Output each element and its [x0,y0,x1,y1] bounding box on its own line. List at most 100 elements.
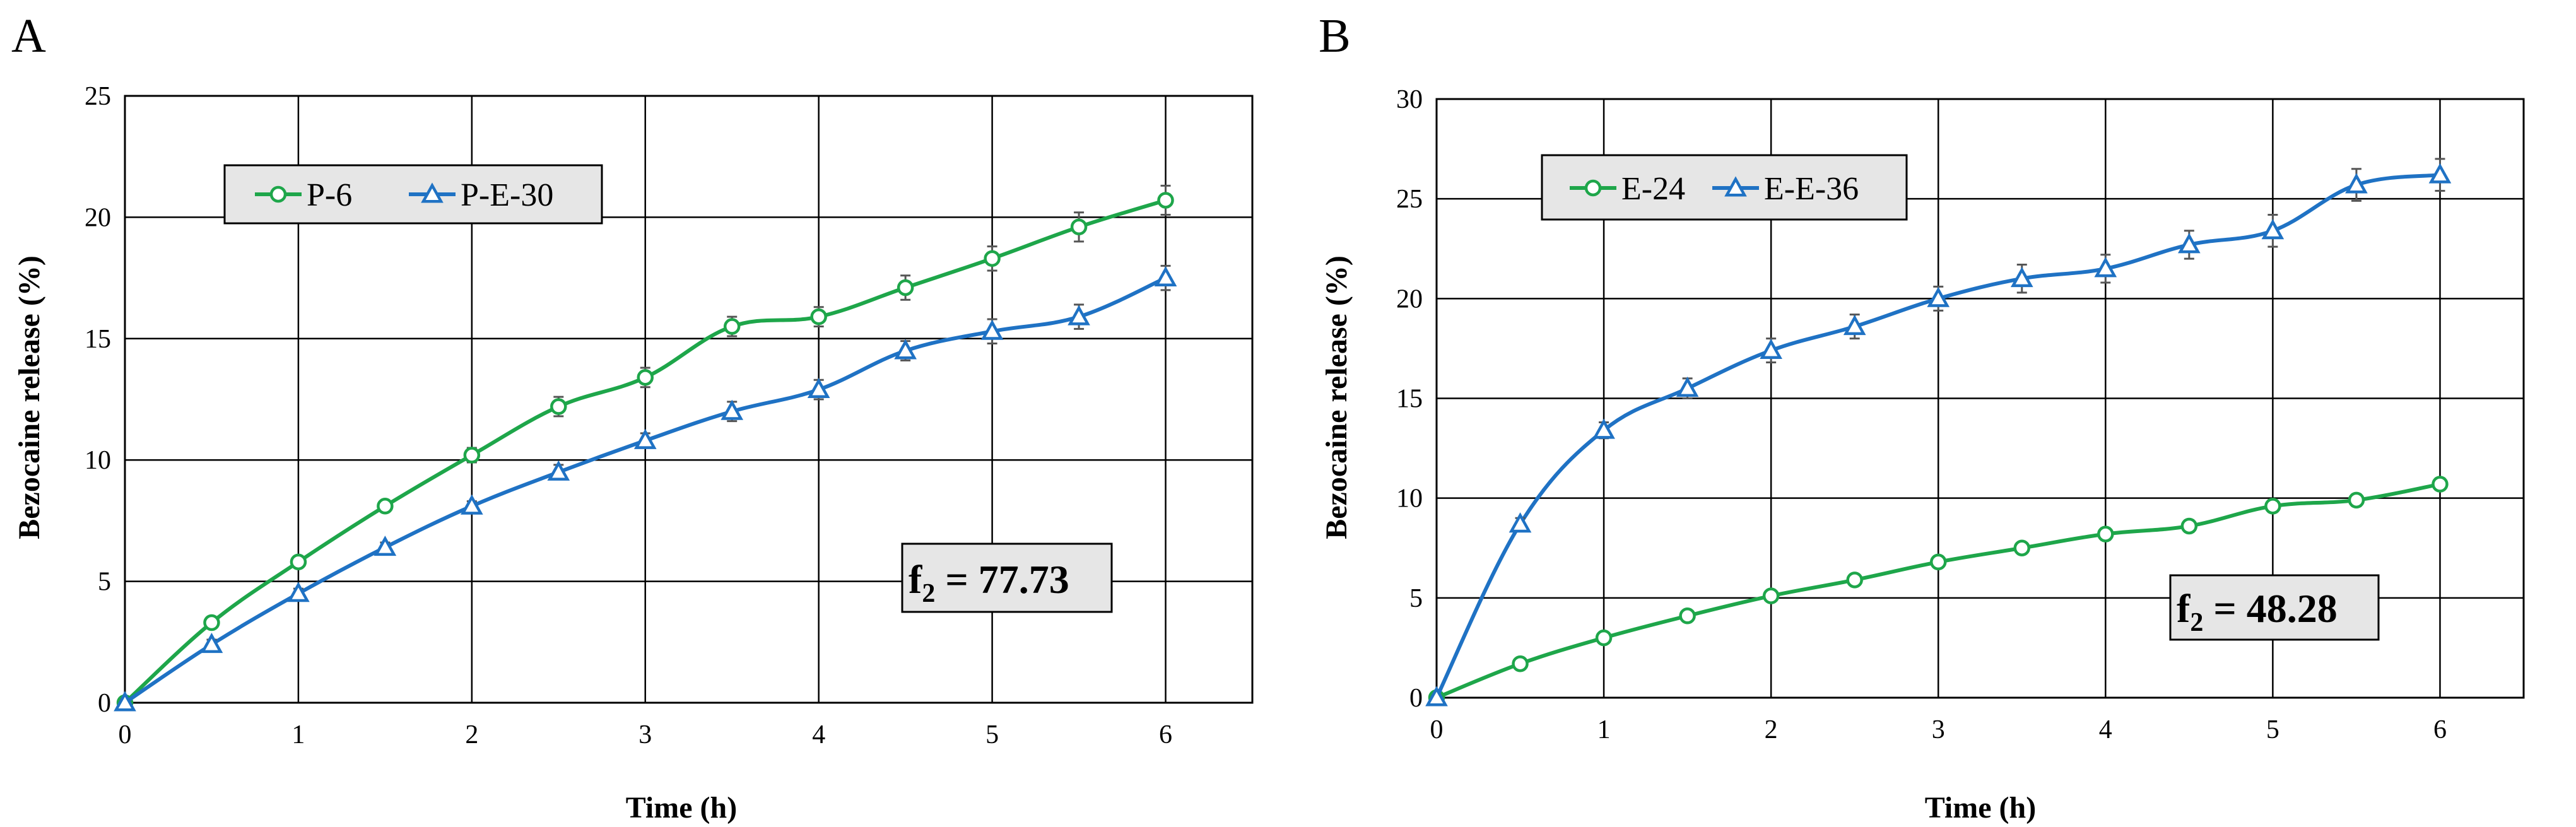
data-point [290,553,307,571]
y-tick-label: 5 [98,568,111,597]
y-tick-label: 10 [85,446,111,475]
data-point [1760,338,1782,360]
legend-label-series-1: E-24 [1621,171,1685,207]
data-point [1595,629,1613,647]
panel-label: B [1319,9,1351,62]
series-2 [1425,158,2452,707]
data-point [1154,266,1177,287]
data-point [2094,257,2117,278]
data-point [637,369,654,386]
x-tick-label: 0 [119,720,132,749]
y-tick-label: 25 [85,82,111,111]
data-point [810,308,827,326]
legend-marker [1724,176,1747,197]
data-point [2428,163,2452,184]
x-tick-label: 5 [2266,715,2279,744]
data-point [1512,655,1529,672]
legend-label-series-2: P-E-30 [461,177,553,213]
data-point [2013,539,2031,556]
legend-marker [421,182,444,203]
legend-marker [1584,179,1602,197]
x-tick-label: 0 [1430,715,1444,744]
annotation-box [901,543,1113,613]
data-point [894,339,917,360]
data-point [373,536,397,556]
data-point [2432,476,2449,493]
data-point [1929,553,1947,571]
legend: P-6 P-E-30 [223,164,603,225]
data-point [1676,377,1699,397]
x-tick-label: 1 [291,720,305,749]
data-point [287,582,310,602]
y-tick-label: 20 [85,203,111,232]
series-2 [114,264,1177,712]
data-point [1762,587,1780,604]
data-point [2180,517,2198,535]
data-point [2178,233,2201,254]
chart-panel-a: A 0 5 10 15 20 25 0 1 2 3 4 5 6 Time (h) Bezocaine r… [11,9,1254,824]
data-point [2348,491,2365,509]
x-tick-label: 4 [2099,715,2112,744]
data-point [2345,173,2368,194]
data-point [1067,305,1090,326]
legend-label-series-2: E-E-36 [1764,171,1859,207]
data-point [2097,525,2114,543]
y-tick-label: 20 [1396,284,1423,314]
x-tick-label: 2 [465,720,478,749]
y-axis-label: Bezocaine release (%) [1320,255,1353,539]
x-axis-label: Time (h) [1925,791,2036,824]
x-tick-label: 3 [1932,715,1945,744]
data-point [1070,218,1088,236]
data-point [1679,607,1696,625]
x-axis-label: Time (h) [626,791,737,824]
data-point [807,377,830,399]
data-point [461,494,483,515]
y-tick-label: 5 [1409,584,1423,613]
y-axis-label: Bezocaine release (%) [13,255,46,539]
x-tick-label: 6 [2433,715,2447,744]
legend-label-series-1: P-6 [307,177,352,213]
y-tick-label: 15 [85,325,111,354]
y-tick-label: 10 [1396,484,1423,513]
data-point [547,460,570,481]
series-1 [1428,476,2449,707]
data-point [550,398,567,415]
data-point [377,498,394,515]
data-point [980,319,1004,340]
chart-panel-b: B 0 5 10 15 20 25 30 0 1 2 3 4 5 6 Time (h) Bezocaine… [1319,9,2525,824]
y-tick-label: 0 [1409,684,1423,713]
data-point [723,318,741,335]
y-tick-label: 25 [1396,185,1423,214]
x-tick-label: 5 [985,720,999,749]
annotation-box [2169,574,2380,641]
data-point [897,279,914,296]
data-point [2261,219,2285,240]
x-tick-label: 2 [1765,715,1778,744]
x-tick-label: 6 [1159,720,1172,749]
y-tick-label: 0 [98,689,111,718]
x-tick-label: 3 [638,720,652,749]
data-point [2264,498,2281,515]
x-tick-label: 4 [812,720,825,749]
data-point [1592,418,1615,439]
data-point [633,428,657,449]
data-point [1843,314,1866,336]
data-point [114,691,136,712]
data-point [203,614,220,631]
data-point [1509,512,1532,533]
panel-label: A [11,9,46,62]
f2-annotation: f2 = 77.73 [901,543,1113,613]
f2-annotation: f2 = 48.28 [2169,574,2380,641]
data-point [720,399,744,420]
y-tick-label: 15 [1396,385,1423,414]
annotation-text: f2 = 48.28 [2177,586,2338,637]
data-point [2010,267,2033,288]
data-point [1846,572,1863,589]
data-point [1927,286,1950,307]
legend: E-24 E-E-36 [1541,154,1908,221]
data-point [1425,686,1448,707]
data-point [200,633,223,654]
legend-marker [269,185,287,203]
y-tick-label: 30 [1396,85,1423,114]
